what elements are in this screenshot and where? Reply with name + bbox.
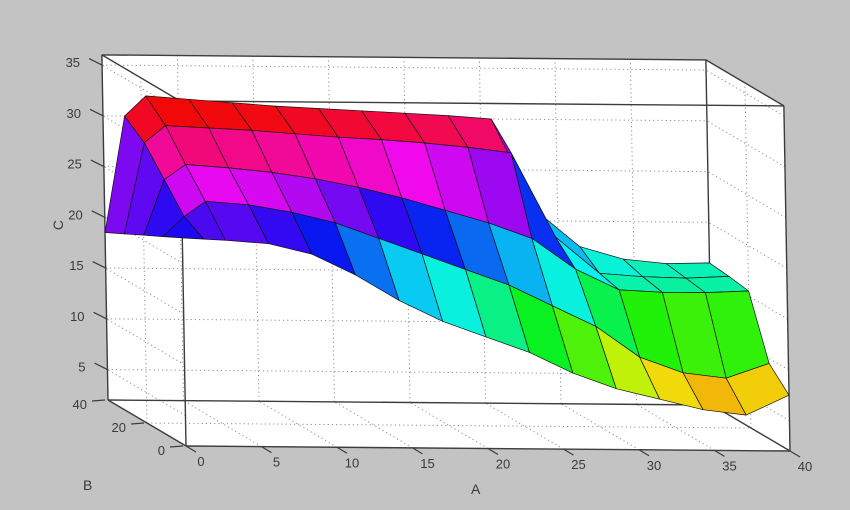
x-tick-label: 20 bbox=[496, 457, 510, 472]
x-tick-label: 35 bbox=[722, 458, 736, 473]
x-tick-label: 0 bbox=[197, 454, 204, 469]
x-tick-label: 30 bbox=[647, 458, 661, 473]
surface-mesh bbox=[104, 95, 790, 416]
x-tick-label: 10 bbox=[345, 455, 359, 470]
y-tick-label: 40 bbox=[73, 397, 87, 412]
z-tick-label: 15 bbox=[69, 258, 83, 273]
axis-ticks: 5 10 15 20 25 30 35 0 5 10 15 20 25 30 35 40 0 20 40 bbox=[66, 55, 813, 474]
z-tick-label: 20 bbox=[68, 207, 82, 222]
z-tick-label: 30 bbox=[66, 106, 80, 121]
y-axis-label: B bbox=[83, 477, 93, 493]
x-tick-label: 40 bbox=[798, 459, 812, 474]
x-axis-label: A bbox=[471, 481, 481, 497]
z-tick-label: 25 bbox=[67, 157, 81, 172]
x-tick-label: 15 bbox=[420, 456, 434, 471]
surface-face bbox=[725, 363, 790, 416]
y-tick-label: 20 bbox=[112, 420, 126, 435]
x-tick-label: 5 bbox=[273, 455, 280, 470]
z-tick-label: 5 bbox=[78, 360, 85, 375]
x-tick-label: 25 bbox=[571, 457, 585, 472]
z-axis-label: C bbox=[50, 219, 67, 231]
box-edges bbox=[101, 54, 791, 452]
z-tick-label: 10 bbox=[70, 309, 84, 324]
z-tick-label: 35 bbox=[66, 55, 80, 70]
y-tick-label: 0 bbox=[158, 443, 165, 458]
